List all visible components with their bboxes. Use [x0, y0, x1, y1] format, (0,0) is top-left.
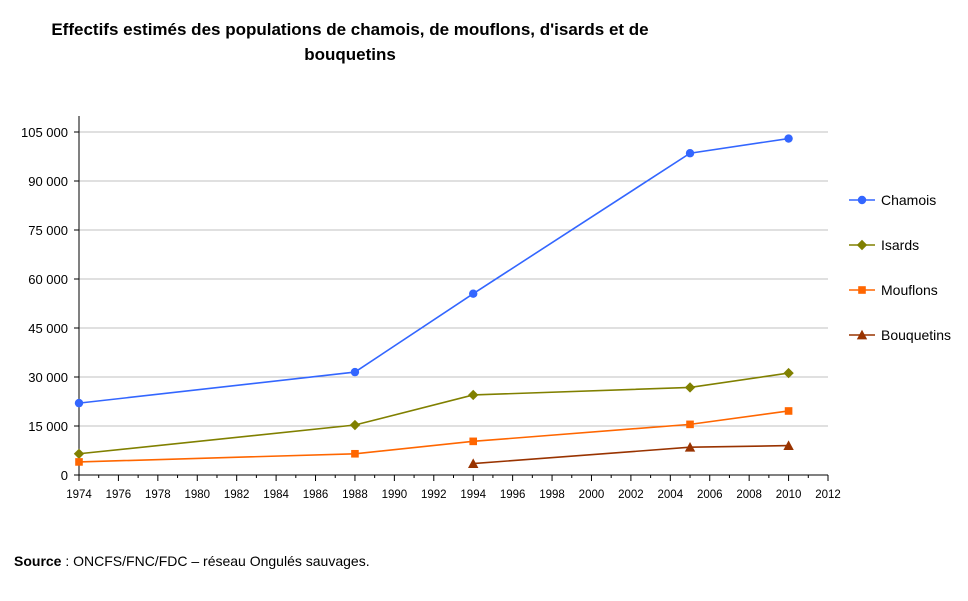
x-tick-label: 1986	[303, 489, 329, 501]
x-tick-label: 1988	[342, 489, 368, 501]
data-point-mouflons	[75, 458, 83, 466]
data-point-mouflons	[686, 420, 694, 429]
x-tick-label: 1998	[539, 489, 565, 501]
series-line-chamois	[78, 137, 789, 404]
chart-title-line-2: bouquetins	[304, 45, 396, 64]
x-tick-label: 1974	[66, 489, 92, 501]
data-point-mouflons	[351, 449, 359, 458]
x-tick-label: 2012	[815, 489, 841, 501]
data-point-isards	[73, 448, 85, 459]
data-point-bouquetins	[468, 458, 479, 468]
x-tick-label: 1982	[224, 489, 250, 501]
x-tick-label: 1996	[500, 489, 526, 501]
legend-label-bouquetins: Bouquetins	[881, 327, 951, 343]
axes: 0 15 000 30 000 45 000 60 000 75 000 90 000 105…	[21, 116, 841, 501]
legend-marker-bouquetins	[856, 329, 868, 340]
series-line-mouflons	[78, 410, 789, 463]
data-point-chamois	[469, 289, 478, 298]
x-tick-label: 2006	[697, 489, 723, 501]
source-text: : ONCFS/FNC/FDC – réseau Ongulés sauvage…	[61, 553, 370, 569]
x-tick-label: 2002	[618, 489, 644, 501]
data-point-isards	[684, 382, 696, 393]
legend-marker-chamois	[857, 195, 867, 205]
legend-marker-mouflons	[858, 286, 866, 294]
legend-label-isards: Isards	[881, 237, 919, 253]
legend: Chamois Isards Mouflons Bouquetins	[849, 192, 951, 343]
x-tick-label: 1990	[382, 489, 408, 501]
data-point-isards	[349, 419, 361, 431]
y-tick-label: 0	[61, 468, 68, 483]
data-point-bouquetins	[684, 442, 696, 452]
source-note: Source : ONCFS/FNC/FDC – réseau Ongulés …	[14, 553, 370, 569]
source-label: Source	[14, 553, 62, 569]
series-line-isards	[78, 372, 789, 455]
data-point-chamois	[784, 134, 793, 143]
y-tick-label: 15 000	[28, 419, 68, 434]
x-tick-label: 1992	[421, 489, 447, 501]
grid	[79, 131, 828, 427]
x-tick-label: 2004	[658, 489, 684, 501]
x-tick-label: 2008	[736, 489, 762, 501]
series	[73, 134, 794, 468]
data-point-mouflons	[784, 407, 793, 415]
data-point-mouflons	[469, 437, 478, 446]
data-point-isards	[783, 367, 794, 379]
x-tick-label: 1978	[145, 489, 171, 501]
y-tick-label: 45 000	[28, 321, 68, 336]
legend-label-mouflons: Mouflons	[881, 282, 938, 298]
legend-marker-isards	[856, 239, 868, 251]
x-tick-label: 2000	[579, 489, 605, 501]
x-tick-label: 1994	[460, 489, 486, 501]
data-point-chamois	[74, 398, 84, 408]
y-tick-label: 75 000	[28, 223, 68, 238]
y-tick-label: 60 000	[28, 272, 68, 287]
data-point-chamois	[685, 149, 695, 158]
data-point-chamois	[350, 367, 360, 377]
y-tick-label: 90 000	[28, 174, 68, 189]
x-tick-label: 2010	[776, 489, 802, 501]
data-point-bouquetins	[783, 440, 794, 451]
chart-title-line-1: Effectifs estimés des populations de cha…	[51, 20, 648, 39]
series-line-bouquetins	[473, 444, 789, 465]
y-tick-label: 30 000	[28, 370, 68, 385]
data-point-isards	[468, 389, 479, 401]
x-tick-label: 1980	[184, 489, 210, 501]
x-tick-label: 1984	[263, 489, 289, 501]
legend-label-chamois: Chamois	[881, 192, 936, 208]
y-tick-label: 105 000	[21, 125, 68, 140]
x-tick-label: 1976	[106, 489, 132, 501]
